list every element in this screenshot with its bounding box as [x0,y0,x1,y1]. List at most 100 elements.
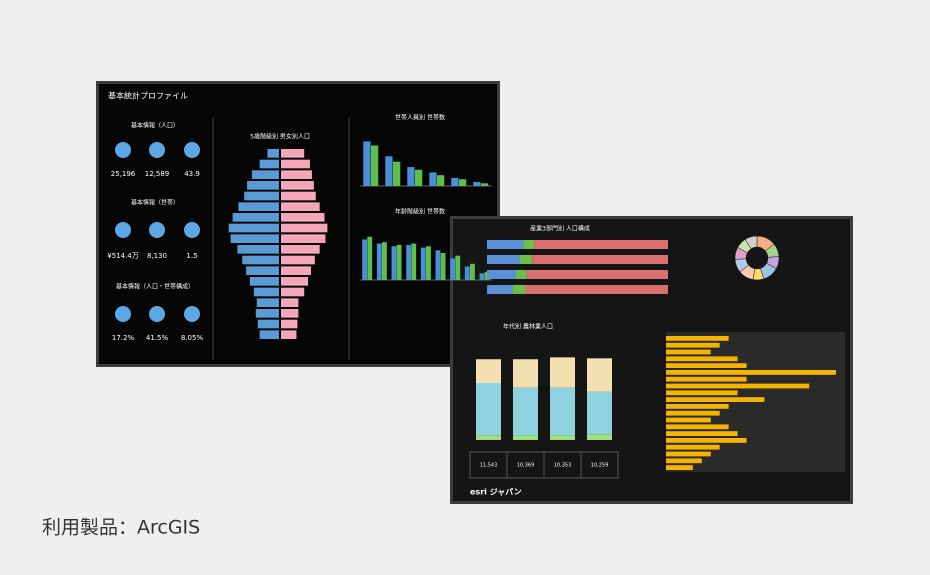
table-cell [580,451,619,479]
stack-segment [523,240,535,249]
icon [184,142,200,158]
bar [666,417,711,423]
pyramid-bar [281,213,325,222]
bar [371,145,379,186]
kpi-value: 17.2% [112,334,135,342]
pyramid-bar [257,319,279,329]
pyramid-bar [259,330,279,339]
bar [666,376,747,382]
section-title: 基本情報（人口・世帯構成） [116,283,194,291]
bar [393,161,401,186]
bar [429,172,437,186]
pyramid-bar [237,245,279,254]
bar [435,250,441,280]
kpi-value: 41.5% [146,334,169,342]
bar [666,410,720,416]
bar [440,253,446,280]
icon [149,142,165,158]
bar [420,247,426,280]
bar [391,246,397,280]
pyramid-bar [281,202,320,211]
bar [666,390,738,396]
pyramid-bar [281,181,314,190]
bar [367,236,373,280]
pyramid-bar [281,266,311,275]
bar [464,266,470,280]
stack-segment [476,359,501,383]
bar-title: 年齢階級別 世帯数 [395,208,445,216]
ages-title: 年代別 農林業人口 [503,323,553,331]
bar [437,175,445,186]
total-value: 11,543 [480,463,498,469]
pyramid-bar [281,298,299,307]
stack-segment [519,255,533,264]
pyramid-bar [281,319,298,329]
pyramid-bar [228,223,279,233]
bar [362,239,368,280]
pyramid-bar [281,191,316,201]
stack-segment [512,285,526,294]
bar [406,244,412,280]
pyramid-title: 5歳階級別 男女別人口 [250,133,310,141]
bar [666,356,738,362]
icon [149,222,165,238]
bar [459,179,467,186]
section-title: 基本情報（人口） [131,122,179,130]
bar [473,181,481,186]
pyramid-bar [281,149,305,158]
stack-segment [532,255,668,264]
bar [481,183,489,186]
pyramid-bar [256,298,279,307]
stack-segment [476,435,501,440]
pyramid-bar [232,213,279,222]
pyramid-bar [281,245,320,254]
pyramid-bar [238,202,279,211]
bar [666,431,738,436]
bar [470,263,475,280]
stack-segment [534,240,668,249]
pyramid-bar [259,159,279,169]
pyramid-bar [281,255,315,265]
bar [666,465,693,470]
pyramid-bar [230,234,279,243]
stack-segment [487,255,520,264]
bar [666,349,711,355]
bar [666,363,747,368]
industry-title: 産業3部門別 人口構成 [530,225,590,233]
bar [666,342,720,348]
icon [184,222,200,238]
pyramid-bar [281,234,326,243]
bar [376,243,382,280]
bar [455,255,461,280]
bar [451,177,459,186]
pyramid-bar [244,191,279,201]
bar [407,167,415,186]
pyramid-bar [281,309,299,318]
pyramid-bar [250,277,279,286]
stack-segment [587,434,612,440]
stack-segment [550,357,575,388]
kpi-value: 43.9 [184,170,200,178]
total-value: 10,353 [554,463,572,469]
stack-segment [587,358,612,392]
bar [666,404,729,409]
bar [382,242,387,280]
kpi-value: 25,196 [111,170,136,178]
bar [385,156,393,186]
bar [666,370,837,375]
bar [479,273,485,280]
bar [450,258,456,280]
stack-segment [487,285,513,294]
screen1-title: 基本統計プロファイル [108,91,188,101]
bar [666,383,810,389]
brand: esri ジャパン [470,487,522,497]
bar [411,243,417,280]
pyramid-bar [253,287,279,297]
pyramid-bar [281,170,312,179]
pyramid-bar [281,223,328,233]
pyramid-bar [281,277,309,286]
bar [415,169,423,186]
kpi-value: 8.05% [181,334,204,342]
bar [666,424,729,430]
bar [666,397,765,402]
